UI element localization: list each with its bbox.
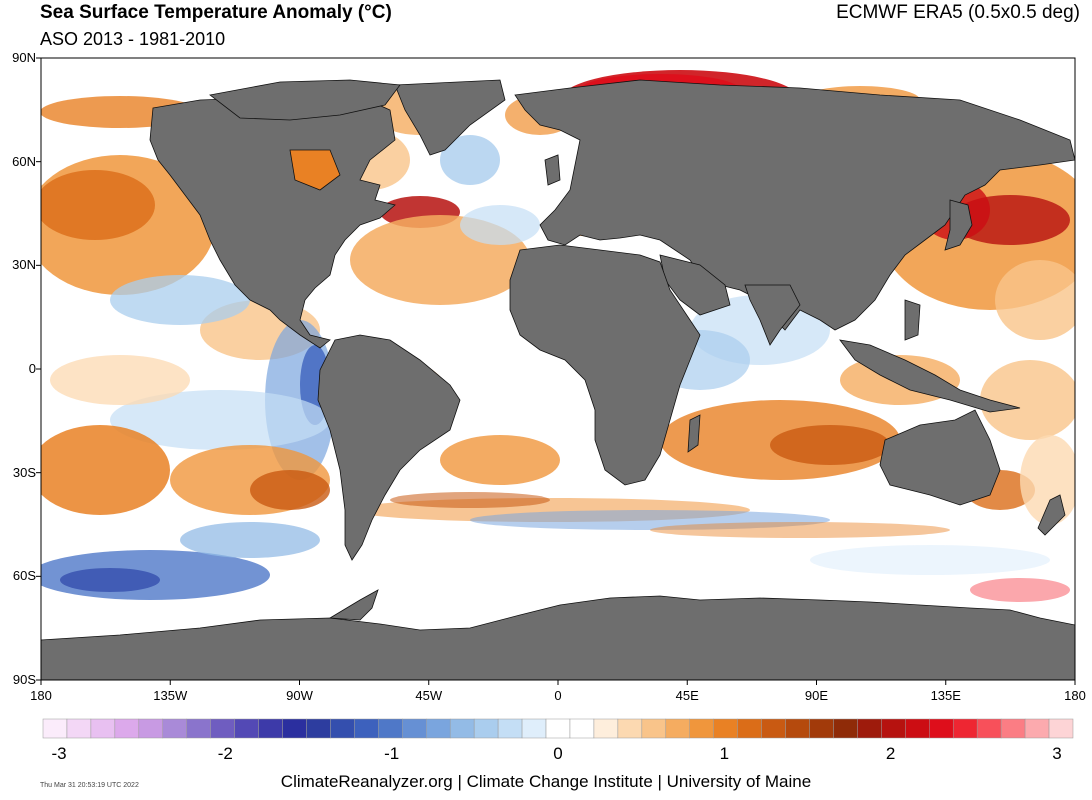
colorbar-swatch [545, 718, 571, 739]
colorbar-tick-label: -1 [384, 744, 400, 763]
colorbar-swatch [162, 718, 187, 739]
colorbar-swatch [713, 718, 738, 739]
colorbar-swatch [330, 718, 355, 739]
map-subtitle: ASO 2013 - 1981-2010 [40, 29, 226, 49]
data-source-label: ECMWF ERA5 (0.5x0.5 deg) [836, 2, 1080, 23]
colorbar-swatch [833, 718, 858, 739]
colorbar-swatch [426, 718, 451, 739]
japan [944, 199, 973, 251]
colorbar-swatch [114, 718, 140, 739]
colorbar-swatch [905, 718, 930, 739]
colorbar-swatch [593, 718, 619, 739]
british-isles [544, 154, 561, 186]
map-title: Sea Surface Temperature Anomaly (°C) [40, 2, 392, 23]
lat-label: 90S [12, 672, 36, 687]
antarctica [41, 595, 1075, 680]
map-frame [40, 57, 1076, 681]
colorbar-swatch [665, 718, 690, 739]
colorbar-tick-label: -3 [51, 744, 67, 763]
colorbar-tick-label: 0 [553, 744, 563, 763]
eurasia [514, 79, 1075, 331]
colorbar-swatch [929, 718, 954, 739]
colorbar-tick-label: 2 [885, 744, 896, 763]
colorbar-tick-label: -2 [217, 744, 233, 763]
colorbar-swatch [761, 718, 786, 739]
colorbar-swatch [809, 718, 834, 739]
lat-label: 30N [12, 257, 36, 273]
south-america [317, 334, 461, 561]
lon-label: 135E [930, 688, 961, 703]
lon-label: 90E [804, 688, 829, 703]
colorbar-swatch [66, 718, 92, 739]
colorbar-swatch [569, 718, 595, 739]
colorbar-swatch [1048, 718, 1074, 739]
africa [509, 244, 701, 486]
lon-label: 45W [415, 688, 443, 703]
lon-label: 45E [675, 688, 699, 703]
india [744, 284, 801, 346]
southeast-asia-islands [839, 339, 1021, 413]
colorbar-swatch [378, 718, 403, 739]
lon-label: 135W [153, 688, 188, 703]
colorbar-swatch [402, 718, 427, 739]
new-zealand [1037, 494, 1066, 536]
lon-label: 180 [1064, 688, 1086, 703]
land-masses [41, 79, 1075, 680]
colorbar-swatch [354, 718, 379, 739]
lat-label: 0 [28, 361, 36, 376]
lon-label: 0 [554, 688, 562, 703]
colorbar-tick-label: 1 [719, 744, 730, 763]
colorbar-swatch [976, 718, 1002, 739]
colorbar-swatch [881, 718, 906, 739]
colorbar-swatch [258, 718, 283, 739]
colorbar-swatch [186, 718, 211, 739]
lon-label: 180 [30, 688, 52, 703]
colorbar-swatch [497, 718, 523, 739]
colorbar-swatch [449, 718, 475, 739]
lat-label: 30S [12, 464, 36, 480]
colorbar-swatch [234, 718, 259, 739]
madagascar [687, 414, 701, 453]
colorbar-swatch [473, 718, 499, 739]
colorbar-swatch [737, 718, 762, 739]
north-america [149, 89, 396, 349]
colorbar [42, 718, 1074, 739]
arctic-islands [209, 79, 401, 121]
graticule [36, 57, 1076, 685]
render-timestamp: Thu Mar 31 20:53:19 UTC 2022 [40, 782, 139, 789]
colorbar-swatch [617, 718, 643, 739]
colorbar-swatch [952, 718, 978, 739]
colorbar-swatch [210, 718, 235, 739]
colorbar-swatch [857, 718, 882, 739]
colorbar-swatch [90, 718, 116, 739]
colorbar-tick-label: 3 [1052, 744, 1062, 763]
lat-label: 60S [12, 568, 36, 584]
colorbar-swatch [42, 718, 68, 739]
lon-label: 90W [286, 688, 313, 703]
colorbar-swatch [689, 718, 714, 739]
colorbar-swatch [306, 718, 331, 739]
colorbar-swatch [138, 718, 164, 739]
lat-label: 90N [12, 50, 36, 65]
philippines [904, 299, 921, 341]
colorbar-swatch [641, 718, 667, 739]
lat-label: 60N [12, 153, 36, 169]
colorbar-swatch [282, 718, 307, 739]
colorbar-swatch [1000, 718, 1026, 739]
antarctic-peninsula [328, 589, 379, 621]
colorbar-swatch [521, 718, 547, 739]
colorbar-swatch [1024, 718, 1050, 739]
australia [879, 409, 1001, 506]
hudson-bay-area [289, 149, 341, 191]
colorbar-swatch [785, 718, 810, 739]
greenland [394, 79, 506, 156]
footer-credit: ClimateReanalyzer.org | Climate Change I… [280, 772, 812, 791]
